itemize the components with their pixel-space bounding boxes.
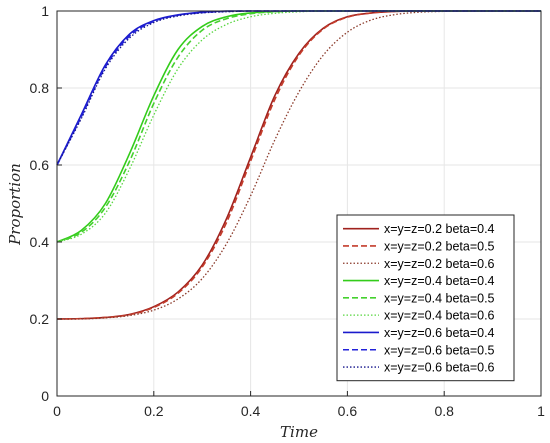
series-line-8 xyxy=(56,10,541,166)
legend-entry: x=y=z=0.6 beta=0.6 xyxy=(384,361,495,375)
legend-entry: x=y=z=0.6 beta=0.5 xyxy=(384,343,495,357)
grid-lines xyxy=(56,10,542,397)
x-tick-label: 0.4 xyxy=(241,403,261,419)
y-axis-title: Proportion xyxy=(6,163,24,246)
legend-entry: x=y=z=0.2 beta=0.5 xyxy=(384,239,495,253)
x-tick-label: 1 xyxy=(537,403,545,419)
x-tick-label: 0.6 xyxy=(338,403,358,419)
legend-entry: x=y=z=0.2 beta=0.6 xyxy=(384,257,495,271)
legend-entry: x=y=z=0.6 beta=0.4 xyxy=(384,326,495,340)
legend-entry: x=y=z=0.4 beta=0.5 xyxy=(384,291,495,305)
y-axis: 0 0.2 0.4 0.6 0.8 1 xyxy=(30,3,62,404)
y-tick-label: 0.4 xyxy=(30,234,50,250)
legend: x=y=z=0.2 beta=0.4 x=y=z=0.2 beta=0.5 x=y=… xyxy=(336,214,515,382)
y-tick-label: 0.8 xyxy=(30,80,50,96)
x-axis-title: Time xyxy=(280,423,318,441)
x-tick-label: 0 xyxy=(53,403,61,419)
y-tick-label: 1 xyxy=(41,3,49,19)
x-axis: 0 0.2 0.4 0.6 0.8 1 xyxy=(53,391,545,419)
y-tick-label: 0.2 xyxy=(30,311,50,327)
legend-entry: x=y=z=0.4 beta=0.6 xyxy=(384,309,495,323)
x-tick-label: 0.8 xyxy=(434,403,454,419)
y-tick-label: 0.6 xyxy=(30,157,50,173)
plot-frame xyxy=(56,10,542,397)
legend-entry: x=y=z=0.4 beta=0.4 xyxy=(384,274,495,288)
x-tick-label: 0.2 xyxy=(144,403,164,419)
y-tick-label: 0 xyxy=(41,388,49,404)
legend-entry: x=y=z=0.2 beta=0.4 xyxy=(384,222,495,236)
